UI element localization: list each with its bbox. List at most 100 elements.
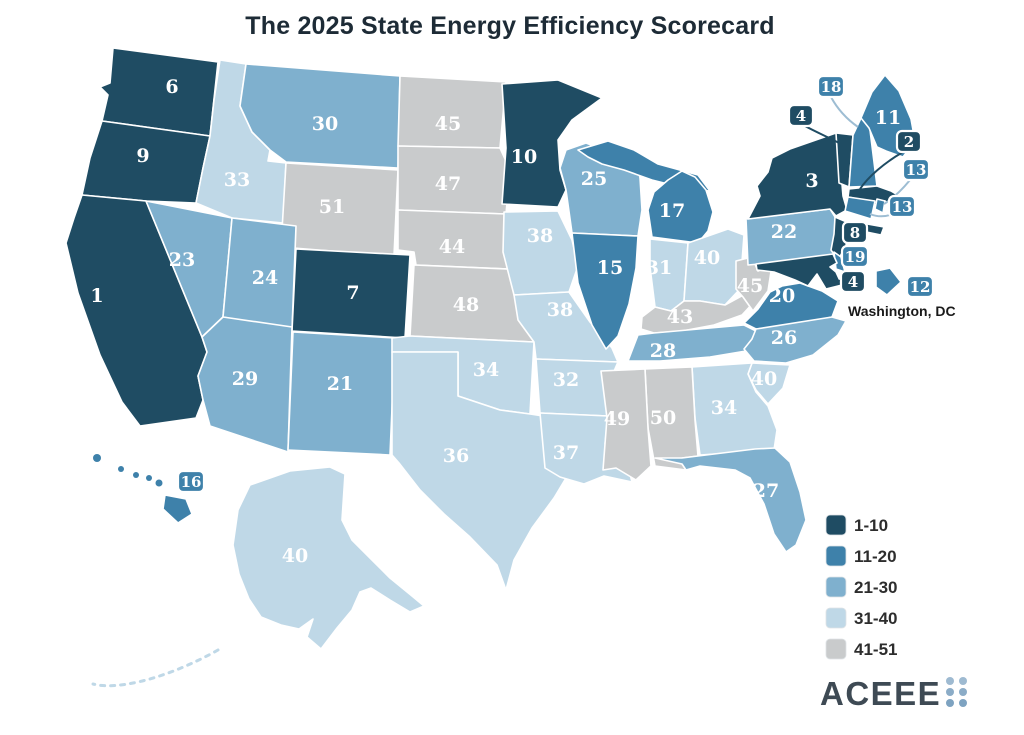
state-new-mexico-rank: 21 (327, 373, 353, 395)
state-texas (391, 351, 573, 591)
legend-label-21-30: 21-30 (854, 578, 897, 597)
state-idaho-rank: 33 (224, 169, 250, 191)
hawaii-island-niihau (93, 454, 101, 462)
badge-rhode-island-rank: 13 (906, 161, 927, 179)
legend-label-41-51: 41-51 (854, 640, 897, 659)
badge-new-jersey-rank: 8 (850, 224, 860, 242)
badge-washington-dc-box (905, 274, 935, 299)
state-west-virginia-rank: 45 (737, 275, 763, 297)
state-nevada-rank: 23 (169, 249, 195, 271)
state-louisiana-rank: 37 (553, 442, 579, 464)
logo-dot (946, 699, 954, 707)
badge-new-hampshire-box (816, 74, 846, 99)
badge-vermont-box (787, 103, 815, 128)
state-indiana-rank: 31 (646, 257, 672, 279)
aceee-logo-text: ACEEE (820, 675, 941, 712)
state-alabama-rank: 50 (650, 407, 676, 429)
state-tennessee-rank: 28 (650, 340, 676, 362)
badge-maryland-box (839, 269, 867, 294)
hawaii-island-hawaii (162, 494, 193, 524)
state-kansas-rank: 48 (453, 294, 479, 316)
state-north-carolina-rank: 26 (771, 327, 797, 349)
state-washington (99, 47, 219, 137)
badge-massachusetts-rank: 2 (904, 133, 914, 151)
state-georgia (691, 362, 778, 456)
state-north-dakota-rank: 45 (435, 113, 461, 135)
state-california-rank: 1 (90, 285, 103, 307)
callout-badges: 18 4 2 13 13 8 19 4 (176, 74, 935, 494)
badge-hawaii-box (176, 469, 206, 494)
state-arizona-rank: 29 (232, 368, 258, 390)
logo-dot (959, 677, 967, 685)
hawaii-island-molokai (146, 475, 152, 481)
state-michigan-rank: 17 (659, 200, 685, 222)
state-new-hampshire (848, 117, 878, 188)
logo-dot (959, 688, 967, 696)
state-missouri-rank: 38 (547, 299, 573, 321)
callout-badge-delaware: 19 (840, 244, 870, 269)
legend-swatch-11-20 (825, 545, 847, 567)
state-wyoming-rank: 51 (319, 196, 345, 218)
callout-badge-hawaii: 16 (176, 469, 206, 494)
state-south-dakota-rank: 47 (435, 173, 461, 195)
state-alaska-rank: 40 (282, 545, 308, 567)
badge-new-jersey-box (841, 220, 869, 245)
state-south-carolina-rank: 40 (751, 368, 777, 390)
logo-dot (959, 699, 967, 707)
state-iowa-rank: 38 (527, 225, 553, 247)
state-north-dakota (397, 75, 507, 149)
state-virginia-rank: 20 (769, 285, 795, 307)
alaska-aleutian-islands (91, 648, 220, 688)
state-mississippi (600, 368, 652, 481)
badge-new-hampshire-rank: 18 (821, 78, 842, 96)
callout-badge-washington-dc: 12 (905, 274, 935, 299)
state-washington-rank: 6 (165, 76, 178, 98)
badge-delaware-box (840, 244, 870, 269)
callout-line-massachusetts (859, 151, 904, 190)
state-new-york-rank: 3 (805, 170, 818, 192)
aceee-logo-dots (946, 677, 967, 707)
logo-dot (946, 677, 954, 685)
state-illinois (571, 232, 639, 350)
badge-connecticut-rank: 13 (892, 198, 913, 216)
state-florida (654, 447, 807, 553)
state-illinois-rank: 15 (597, 257, 623, 279)
badge-maryland-rank: 4 (848, 273, 858, 291)
callout-badge-new-hampshire: 18 (816, 74, 846, 99)
badge-massachusetts-box (895, 129, 923, 154)
state-district-of-columbia (875, 267, 902, 296)
state-oregon-rank: 9 (136, 145, 149, 167)
badge-hawaii-rank: 16 (181, 473, 202, 491)
legend-swatch-21-30 (825, 576, 847, 598)
state-maryland (755, 253, 843, 290)
state-alaska (232, 466, 425, 650)
state-montana-rank: 30 (312, 113, 338, 135)
badge-rhode-island-box (901, 157, 931, 182)
state-iowa (502, 210, 579, 296)
badge-connecticut-box (887, 194, 917, 219)
legend-swatch-1-10 (825, 514, 847, 536)
callout-line-new-hampshire (830, 96, 859, 128)
legend-label-31-40: 31-40 (854, 609, 897, 628)
state-utah-rank: 24 (252, 267, 278, 289)
state-rank-labels: 6 9 1 33 30 51 23 24 7 29 21 45 47 44 48… (90, 76, 901, 567)
state-michigan (647, 170, 714, 244)
state-ohio-rank: 40 (694, 247, 720, 269)
state-colorado-rank: 7 (346, 282, 359, 304)
hawaii-island-oahu (133, 472, 139, 478)
callout-badge-rhode-island: 13 (901, 157, 931, 182)
us-map (65, 47, 916, 688)
hawaii-island-maui (155, 479, 163, 487)
legend-label-1-10: 1-10 (854, 516, 888, 535)
state-texas-rank: 36 (443, 445, 469, 467)
state-maine-rank: 11 (875, 107, 901, 129)
state-oklahoma-rank: 34 (473, 359, 499, 381)
state-north-carolina (743, 316, 847, 364)
callout-badge-maryland: 4 (839, 269, 867, 294)
callout-line-maryland (831, 279, 842, 282)
callout-line-vermont (804, 125, 840, 144)
state-pennsylvania-rank: 22 (771, 221, 797, 243)
legend: 1-10 11-20 21-30 31-40 41-51 (825, 514, 897, 660)
